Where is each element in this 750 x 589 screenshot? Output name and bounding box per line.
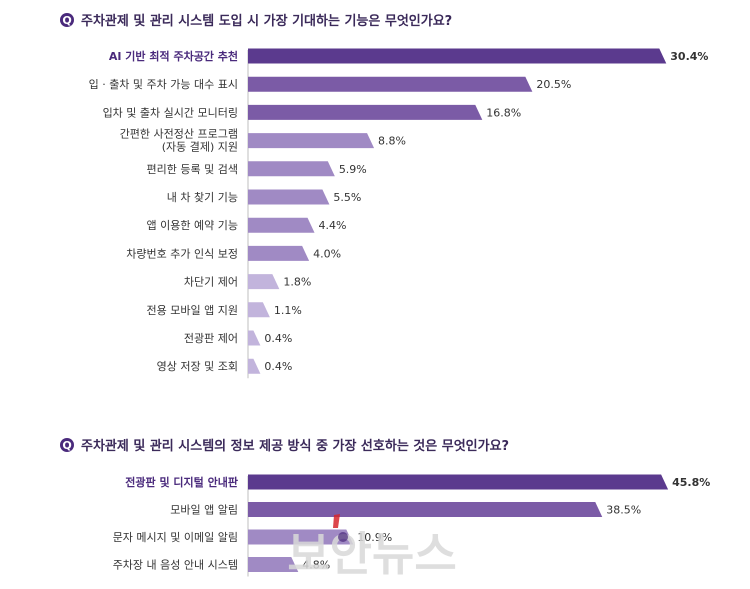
value-label: 1.1% xyxy=(274,304,302,317)
bar xyxy=(248,330,261,346)
category-label: 입차 및 출차 실시간 모니터링 xyxy=(103,106,238,119)
value-label: 16.8% xyxy=(486,106,521,119)
bar xyxy=(248,133,375,149)
category-label: 전광판 제어 xyxy=(184,332,238,345)
chart1-bars: AI 기반 최적 주차공간 추천 30.4% 입 · 출차 및 주차 가능 대수 표… xyxy=(89,48,708,379)
value-label: 30.4% xyxy=(670,50,708,63)
category-label: 문자 메시지 및 이메일 알림 xyxy=(113,530,238,544)
value-label: 38.5% xyxy=(606,504,641,517)
bar xyxy=(248,245,310,261)
chart1-title-group: Q 주차관제 및 관리 시스템 도입 시 가장 기대하는 기능은 무엇인가요? xyxy=(60,13,452,29)
chart1-title: 주차관제 및 관리 시스템 도입 시 가장 기대하는 기능은 무엇인가요? xyxy=(81,13,452,29)
category-label: 전용 모바일 앱 지원 xyxy=(147,303,238,317)
value-label: 4.0% xyxy=(313,247,341,260)
question-badge-letter: Q xyxy=(62,439,71,452)
category-label: 앱 이용한 예약 기능 xyxy=(147,218,238,232)
chart2-title: 주차관제 및 관리 시스템의 정보 제공 방식 중 가장 선호하는 것은 무엇인… xyxy=(81,438,509,454)
value-label: 1.8% xyxy=(283,276,311,289)
watermark-accent-icon xyxy=(333,514,340,528)
bar xyxy=(248,474,669,490)
bar xyxy=(248,502,603,517)
category-label: 차단기 제어 xyxy=(184,276,238,289)
bar xyxy=(248,557,299,572)
value-label: 4.8% xyxy=(302,559,330,572)
category-label: 주차장 내 음성 안내 시스템 xyxy=(113,559,238,572)
bar xyxy=(248,104,483,120)
value-label: 5.9% xyxy=(339,163,367,176)
bar xyxy=(248,76,533,92)
chart2-bars: 전광판 및 디지털 안내판 45.8% 모바일 앱 알림 38.5% 문자 메시지 및 … xyxy=(113,474,710,577)
category-label: 모바일 앱 알림 xyxy=(170,503,238,517)
value-label: 8.8% xyxy=(378,135,406,148)
category-label: AI 기반 최적 주차공간 추천 xyxy=(109,49,238,63)
question-badge-icon xyxy=(60,438,74,452)
watermark-text: 보안뉴스 xyxy=(287,527,456,581)
category-label: 전광판 및 디지털 안내판 xyxy=(125,475,238,489)
bar xyxy=(248,358,261,374)
question-badge-letter: Q xyxy=(62,14,71,27)
category-label: 영상 저장 및 조회 xyxy=(157,360,238,373)
bar xyxy=(248,217,315,233)
category-label: 간편한 사전정산 프로그램 (자동 결제) 지원 xyxy=(120,128,238,154)
value-label: 5.5% xyxy=(333,191,361,204)
value-label: 10.9% xyxy=(357,531,392,544)
bar xyxy=(248,302,270,318)
value-label: 4.4% xyxy=(319,219,347,232)
bar xyxy=(248,161,335,177)
watermark: 보안뉴스 xyxy=(287,514,457,581)
category-label: 입 · 출차 및 주차 가능 대수 표시 xyxy=(89,78,238,91)
category-label: 내 차 찾기 기능 xyxy=(167,191,238,204)
value-label: 45.8% xyxy=(672,476,710,489)
category-label: 차량번호 추가 인식 보정 xyxy=(126,247,238,260)
chart2-title-group: Q 주차관제 및 관리 시스템의 정보 제공 방식 중 가장 선호하는 것은 무… xyxy=(60,438,509,454)
bar xyxy=(248,189,330,205)
value-label: 20.5% xyxy=(536,78,571,91)
question-badge-icon xyxy=(60,13,74,27)
value-label: 0.4% xyxy=(264,360,292,373)
bar xyxy=(248,529,354,545)
value-label: 0.4% xyxy=(264,332,292,345)
category-label: 편리한 등록 및 검색 xyxy=(147,163,238,176)
bar xyxy=(248,48,667,64)
bar xyxy=(248,274,280,290)
watermark-dot-icon xyxy=(338,532,348,542)
